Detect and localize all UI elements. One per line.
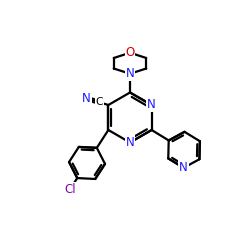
Text: N: N	[126, 67, 134, 80]
Text: N: N	[126, 136, 134, 149]
Text: O: O	[126, 46, 134, 59]
Text: N: N	[82, 92, 91, 106]
Text: N: N	[147, 98, 156, 112]
Text: C: C	[96, 97, 103, 107]
Text: Cl: Cl	[64, 183, 76, 196]
Text: N: N	[179, 161, 188, 174]
